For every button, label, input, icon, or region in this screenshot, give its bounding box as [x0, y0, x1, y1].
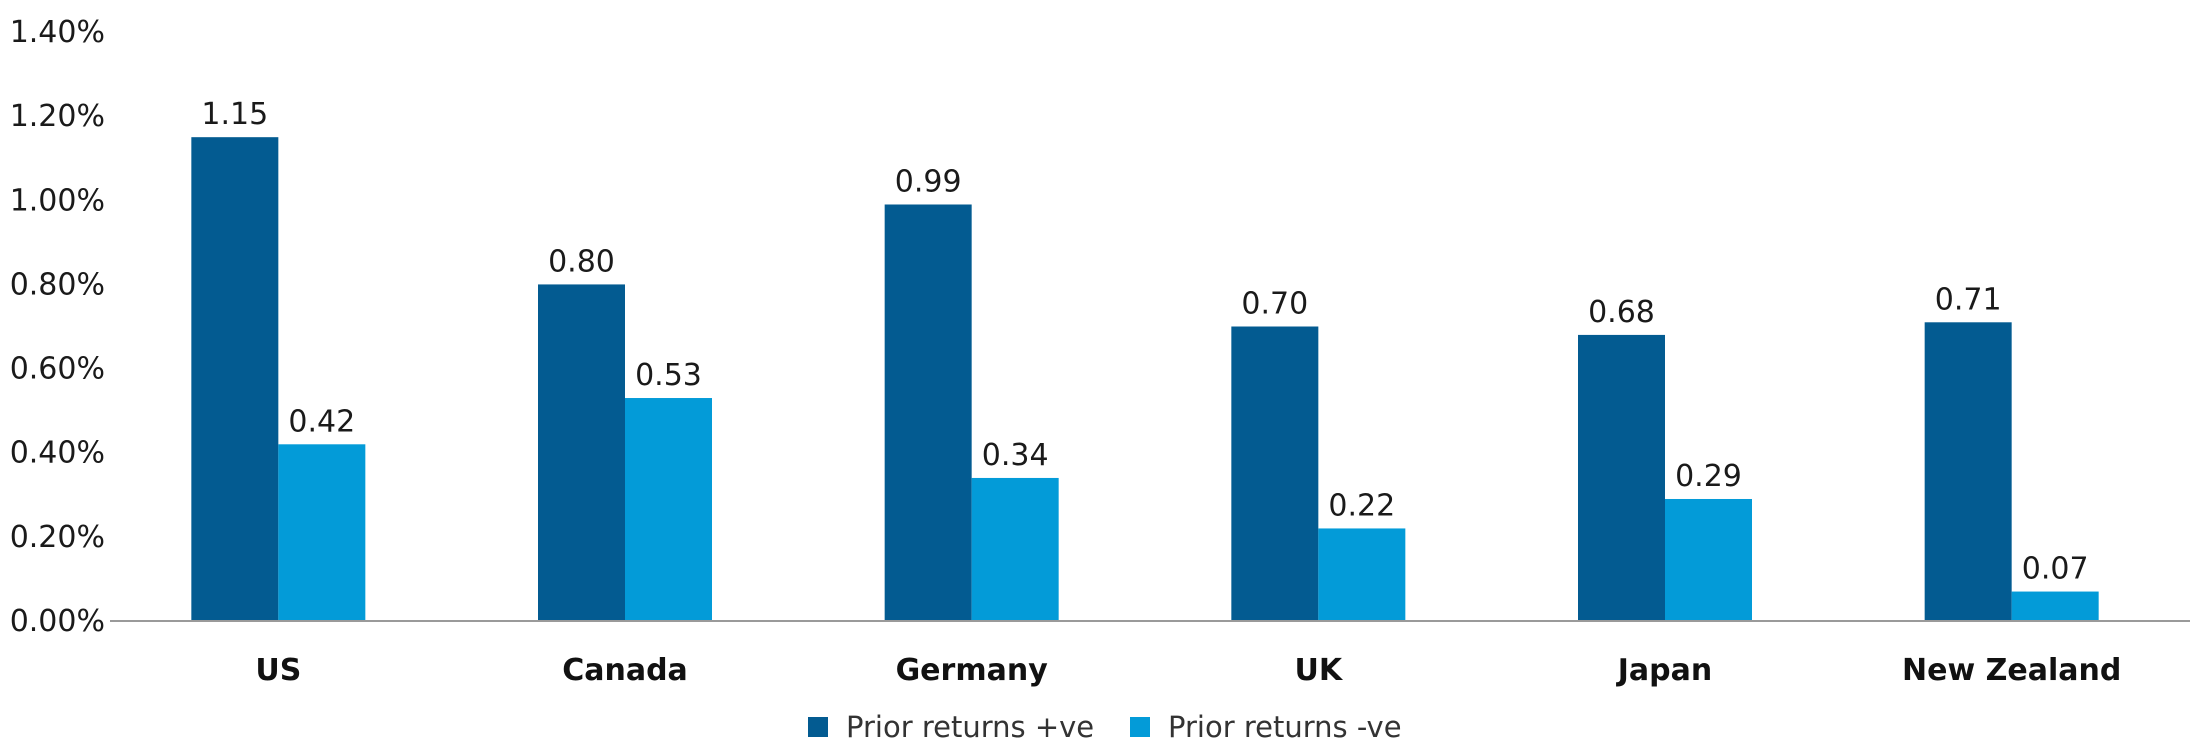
- x-tick-label: Canada: [562, 653, 688, 688]
- x-tick-label: UK: [1295, 653, 1344, 688]
- y-tick-label: 1.00%: [10, 183, 105, 218]
- x-axis: US Canada Germany UK Japan New Zealand: [110, 620, 2190, 688]
- x-tick-label: New Zealand: [1902, 653, 2121, 688]
- legend: Prior returns +ve Prior returns -ve: [808, 710, 1402, 744]
- data-label: 0.42: [288, 404, 355, 439]
- bar-prior-returns-positive: [191, 137, 279, 621]
- data-label: 0.34: [982, 438, 1049, 473]
- bar-prior-returns-positive: [538, 284, 625, 621]
- data-label: 0.68: [1588, 295, 1655, 330]
- data-label: 0.22: [1328, 488, 1395, 523]
- x-tick-label: Germany: [896, 653, 1049, 688]
- bar-prior-returns-negative: [625, 398, 712, 621]
- data-label: 0.80: [548, 244, 615, 279]
- bar-prior-returns-negative: [1665, 498, 1752, 621]
- y-tick-label: 0.80%: [10, 267, 105, 302]
- bar-prior-returns-positive: [1924, 322, 2012, 621]
- bar-prior-returns-positive: [1231, 326, 1319, 621]
- data-label: 0.29: [1675, 459, 1742, 494]
- bar-prior-returns-negative: [1318, 528, 1406, 621]
- data-label: 0.70: [1241, 287, 1308, 322]
- data-labels-group: 1.15 0.42 0.80 0.53 0.99 0.34 0.70 0.22 0.68 0.29…: [201, 97, 2088, 586]
- bar-prior-returns-positive: [1578, 334, 1665, 621]
- x-tick-label: Japan: [1616, 653, 1712, 688]
- data-label: 1.15: [201, 97, 268, 132]
- x-tick-label: US: [255, 653, 301, 688]
- y-tick-label: 0.40%: [10, 436, 105, 471]
- bar-prior-returns-negative: [278, 444, 366, 621]
- y-tick-label: 0.20%: [10, 520, 105, 555]
- y-axis: 0.00% 0.20% 0.40% 0.60% 0.80% 1.00% 1.20% 1.40%: [10, 15, 105, 639]
- data-label: 0.53: [635, 358, 702, 393]
- data-label: 0.71: [1935, 282, 2002, 317]
- y-tick-label: 1.40%: [10, 15, 105, 50]
- legend-swatch: [808, 717, 828, 737]
- legend-label: Prior returns -ve: [1168, 710, 1402, 744]
- y-tick-label: 0.60%: [10, 352, 105, 387]
- legend-label: Prior returns +ve: [846, 710, 1094, 744]
- bar-prior-returns-positive: [884, 204, 972, 621]
- data-label: 0.99: [895, 164, 962, 199]
- y-tick-label: 1.20%: [10, 99, 105, 134]
- bar-prior-returns-negative: [971, 477, 1059, 621]
- bar-prior-returns-negative: [2011, 591, 2099, 621]
- data-label: 0.07: [2022, 552, 2089, 587]
- y-tick-label: 0.00%: [10, 604, 105, 639]
- bars-group: [191, 137, 2099, 621]
- legend-swatch: [1130, 717, 1150, 737]
